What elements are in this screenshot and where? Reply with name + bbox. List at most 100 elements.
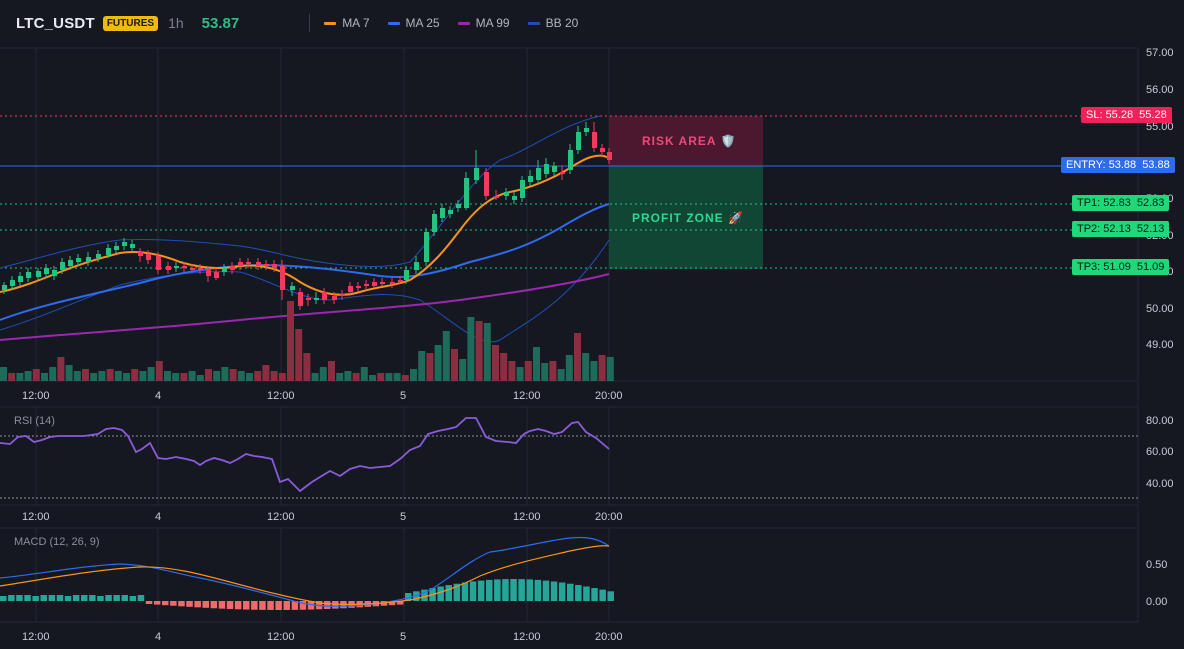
macd-bar (567, 583, 574, 601)
macd-bar (283, 601, 290, 610)
main-grid (0, 47, 1139, 623)
candle-body (206, 270, 211, 276)
sl-tag-value: 55.28 (1139, 109, 1167, 121)
time-tick: 5 (400, 631, 406, 643)
volume-bar (32, 369, 40, 381)
macd-bar (510, 579, 517, 601)
candle-body (536, 168, 541, 180)
macd-axis: 0.50 0.00 (1146, 559, 1167, 608)
legend-ma25-swatch (387, 21, 400, 25)
macd-bar (129, 596, 137, 601)
macd-bar (486, 579, 493, 601)
tp2-tag-label: TP2: 52.13 (1077, 223, 1131, 235)
volume-bar (114, 371, 122, 381)
candle-body (290, 286, 295, 290)
macd-bar (113, 595, 120, 601)
time-tick: 12:00 (22, 631, 50, 643)
volume-bar (541, 363, 549, 381)
macd-bar (81, 595, 88, 601)
volume-bar (213, 371, 221, 381)
volume-bar (106, 369, 114, 381)
candle-body (380, 282, 385, 284)
time-tick: 12:00 (267, 631, 295, 643)
volume-series (0, 301, 614, 381)
macd-bar (170, 601, 177, 606)
legend-ma7[interactable]: MA 7 (324, 16, 370, 30)
macd-title: MACD (12, 26, 9) (14, 536, 100, 548)
risk-area-zone (609, 116, 763, 166)
candle-body (156, 256, 161, 270)
legend-bb20[interactable]: BB 20 (527, 16, 578, 30)
macd-bar (210, 601, 218, 609)
time-tick: 5 (400, 511, 406, 523)
legend-ma7-swatch (324, 21, 337, 25)
macd-bar (243, 601, 250, 610)
time-tick: 12:00 (22, 511, 50, 523)
candle-body (544, 164, 549, 174)
volume-bar (24, 371, 32, 381)
candle-body (60, 262, 65, 270)
time-tick: 4 (155, 511, 161, 523)
timeframe-label[interactable]: 1h (168, 15, 184, 31)
legend-ma7-label: MA 7 (342, 16, 370, 30)
volume-bar (385, 373, 393, 381)
volume-bar (590, 361, 598, 381)
volume-bar (147, 367, 155, 381)
candle-body (264, 264, 269, 266)
rsi-tick: 60.00 (1146, 446, 1174, 458)
candle-body (166, 266, 171, 270)
macd-bar (469, 581, 477, 601)
symbol-name[interactable]: LTC_USDT (16, 14, 95, 32)
macd-bar (396, 601, 404, 605)
macd-bar (607, 591, 614, 601)
macd-bar (291, 601, 299, 610)
macd-bar (324, 601, 331, 609)
volume-bar (246, 373, 253, 381)
profit-zone-label: PROFIT ZONE 🚀 (632, 211, 744, 225)
volume-bar (410, 369, 417, 381)
price-tick: 56.00 (1146, 84, 1174, 96)
candle-body (607, 152, 612, 160)
macd-bar (550, 581, 558, 601)
candle-body (36, 271, 41, 277)
candle-body (560, 172, 565, 174)
volume-bar (164, 371, 171, 381)
candle-body (448, 210, 453, 214)
volume-bar (401, 375, 409, 381)
time-axis-main: 12:00 4 12:00 5 12:00 20:00 (22, 390, 623, 402)
tp3-tag-value: 51.09 (1136, 261, 1165, 273)
macd-bar (477, 580, 485, 601)
time-tick: 20:00 (595, 631, 623, 643)
volume-bar (254, 371, 262, 381)
price-tick: 55.00 (1146, 121, 1174, 133)
volume-bar (606, 357, 614, 381)
candle-body (298, 292, 303, 306)
candle-body (404, 270, 409, 280)
volume-bar (328, 361, 335, 381)
volume-bar (196, 375, 204, 381)
macd-bar (186, 601, 193, 607)
candle-body (256, 262, 261, 266)
time-tick: 4 (155, 631, 161, 643)
volume-bar (483, 323, 491, 381)
volume-bar (303, 353, 311, 381)
macd-bar (251, 601, 258, 610)
bb-lower-line (0, 239, 610, 343)
rsi-tick: 80.00 (1146, 415, 1174, 427)
legend-ma25[interactable]: MA 25 (387, 16, 440, 30)
candle-body (238, 262, 243, 266)
macd-bar (332, 601, 339, 609)
volume-bar (131, 369, 139, 381)
macd-bar (226, 601, 234, 609)
volume-bar (229, 369, 237, 381)
macd-bar (558, 582, 566, 601)
volume-bar (311, 373, 319, 381)
macd-bar (162, 601, 169, 606)
legend-ma99[interactable]: MA 99 (457, 16, 510, 30)
macd-bar (194, 601, 201, 608)
tp2-tag-value: 52.13 (1136, 223, 1165, 235)
candle-body (114, 246, 119, 250)
volume-bar (574, 333, 581, 381)
candle-body (314, 298, 319, 300)
